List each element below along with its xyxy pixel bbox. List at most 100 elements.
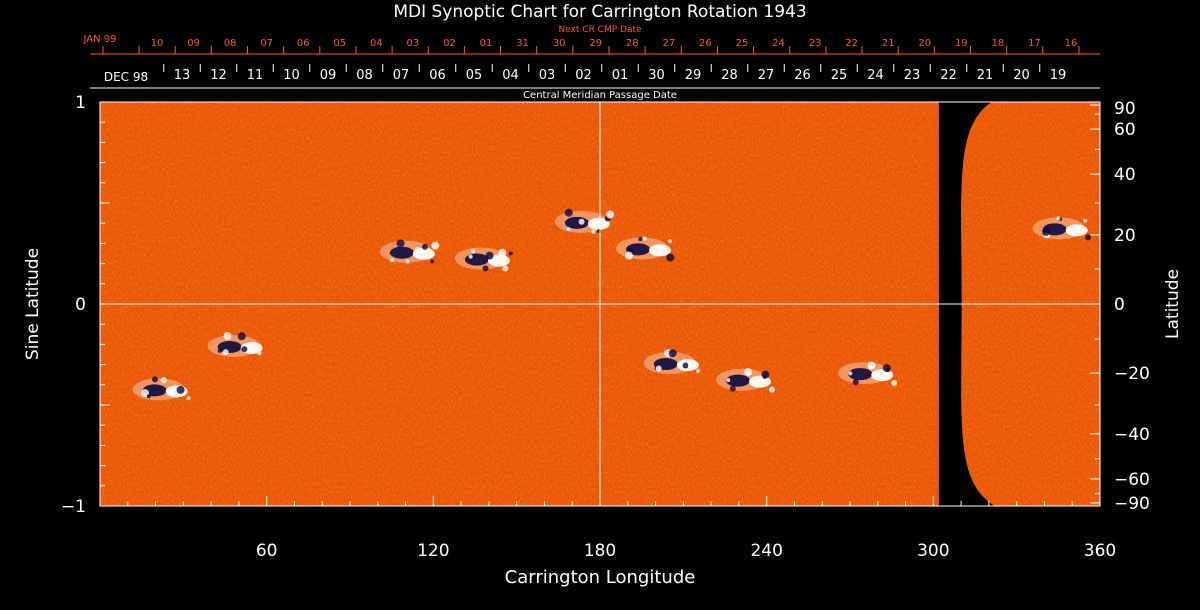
x-tick-label: 300 — [917, 541, 949, 561]
flux-fleck — [217, 348, 222, 353]
x-axis: 60 120 180 240 300 360 — [99, 496, 1116, 561]
cmp-date-label: 20 — [1013, 68, 1030, 83]
flux-fleck — [468, 254, 473, 259]
flux-fleck — [768, 386, 775, 393]
flux-fleck — [485, 251, 494, 260]
flux-fleck — [848, 371, 853, 376]
negative-polarity — [848, 368, 873, 381]
flux-fleck — [687, 363, 692, 368]
flux-fleck — [170, 391, 175, 396]
flux-fleck — [241, 346, 248, 353]
flux-fleck — [160, 377, 167, 384]
flux-fleck — [564, 208, 573, 217]
next-cr-date-label: 28 — [626, 38, 639, 49]
cmp-date-label: 21 — [977, 68, 994, 83]
next-cr-date-label: 31 — [516, 38, 529, 49]
flux-fleck — [257, 351, 262, 356]
flux-fleck — [1073, 224, 1082, 233]
date-axes: Next CR CMP Date JAN 99 10 09 08 07 06 05 04 03 02… — [83, 25, 1100, 101]
chart-title: MDI Synoptic Chart for Carrington Rotati… — [393, 2, 806, 22]
flux-fleck — [414, 246, 421, 253]
next-cr-date-label: 29 — [589, 38, 602, 49]
flux-fleck — [868, 365, 873, 370]
next-cr-date-label: 04 — [370, 38, 383, 49]
active-region — [132, 376, 191, 401]
active-region — [554, 208, 615, 234]
cmp-date-label: 03 — [539, 68, 556, 83]
cmp-date-label: 02 — [575, 68, 592, 83]
next-cr-date-label: 07 — [260, 38, 273, 49]
flux-fleck — [482, 265, 489, 272]
cmp-date-label: 09 — [320, 68, 337, 83]
next-cr-date-label: 26 — [699, 38, 712, 49]
data-gap — [938, 102, 995, 506]
flux-fleck — [222, 349, 229, 356]
negative-polarity — [726, 374, 750, 387]
active-region — [838, 361, 898, 387]
flux-fleck — [255, 345, 260, 350]
flux-fleck — [606, 210, 615, 219]
flux-fleck — [421, 243, 428, 250]
cmp-date-label: 06 — [429, 68, 446, 83]
cmp-date-label: 10 — [283, 68, 300, 83]
active-region — [716, 368, 775, 393]
flux-fleck — [431, 241, 440, 250]
y-tick-label-right: −60 — [1114, 470, 1150, 490]
next-cr-date-label: 08 — [224, 38, 237, 49]
flux-fleck — [578, 218, 585, 225]
next-cr-date-label: 19 — [955, 38, 968, 49]
y-axis-left: 1 0 −1 — [61, 93, 110, 517]
cmp-date-label: 23 — [904, 68, 921, 83]
next-cr-date-label: 01 — [480, 38, 493, 49]
flux-fleck — [624, 251, 633, 260]
next-cr-month-label: JAN 99 — [83, 34, 117, 45]
next-cr-date-label: 20 — [918, 38, 931, 49]
cmp-date-label: 28 — [721, 68, 738, 83]
cmp-date-label: 27 — [758, 68, 775, 83]
next-cr-date-label: 05 — [333, 38, 346, 49]
flux-fleck — [891, 380, 898, 387]
cmp-date-label: 24 — [867, 68, 884, 83]
positive-polarity — [587, 217, 610, 230]
flux-fleck — [655, 365, 662, 372]
flux-fleck — [591, 229, 596, 234]
cmp-date-label: 11 — [247, 68, 264, 83]
flux-fleck — [471, 248, 476, 253]
x-tick-label: 180 — [584, 541, 616, 561]
negative-polarity — [464, 253, 489, 266]
positive-polarity — [871, 369, 894, 382]
next-cr-date-label: 16 — [1065, 38, 1078, 49]
next-cr-date-label: 17 — [1028, 38, 1041, 49]
flux-fleck — [430, 259, 435, 264]
flux-fleck — [1083, 218, 1088, 223]
flux-fleck — [747, 371, 752, 376]
flux-fleck — [396, 239, 405, 248]
y-tick-label-right: 60 — [1114, 120, 1136, 140]
flux-fleck — [642, 236, 647, 241]
cmp-date-label: 07 — [393, 68, 410, 83]
flux-fleck — [1042, 227, 1051, 236]
next-cr-date-label: 10 — [151, 38, 164, 49]
active-region — [616, 236, 675, 262]
x-tick-label: 240 — [750, 541, 782, 561]
next-cr-date-label: 27 — [662, 38, 675, 49]
flux-fleck — [508, 251, 513, 256]
y-tick-label-left: −1 — [61, 497, 86, 517]
y-axis-label-left: Sine Latitude — [23, 248, 43, 360]
flux-fleck — [682, 362, 689, 369]
flux-fleck — [390, 258, 395, 263]
next-cr-date-label: 21 — [882, 38, 895, 49]
flux-fleck — [726, 378, 731, 383]
cmp-date-label: 01 — [612, 68, 629, 83]
flux-fleck — [638, 237, 643, 242]
cmp-date-label: 29 — [685, 68, 702, 83]
flux-fleck — [151, 376, 158, 383]
flux-fleck — [186, 396, 191, 401]
flux-fleck — [223, 332, 232, 341]
cmp-date-label: 05 — [466, 68, 483, 83]
y-tick-label-right: 90 — [1114, 99, 1136, 119]
active-region — [1032, 216, 1092, 241]
active-region — [207, 332, 263, 357]
next-cr-date-label: 25 — [736, 38, 749, 49]
